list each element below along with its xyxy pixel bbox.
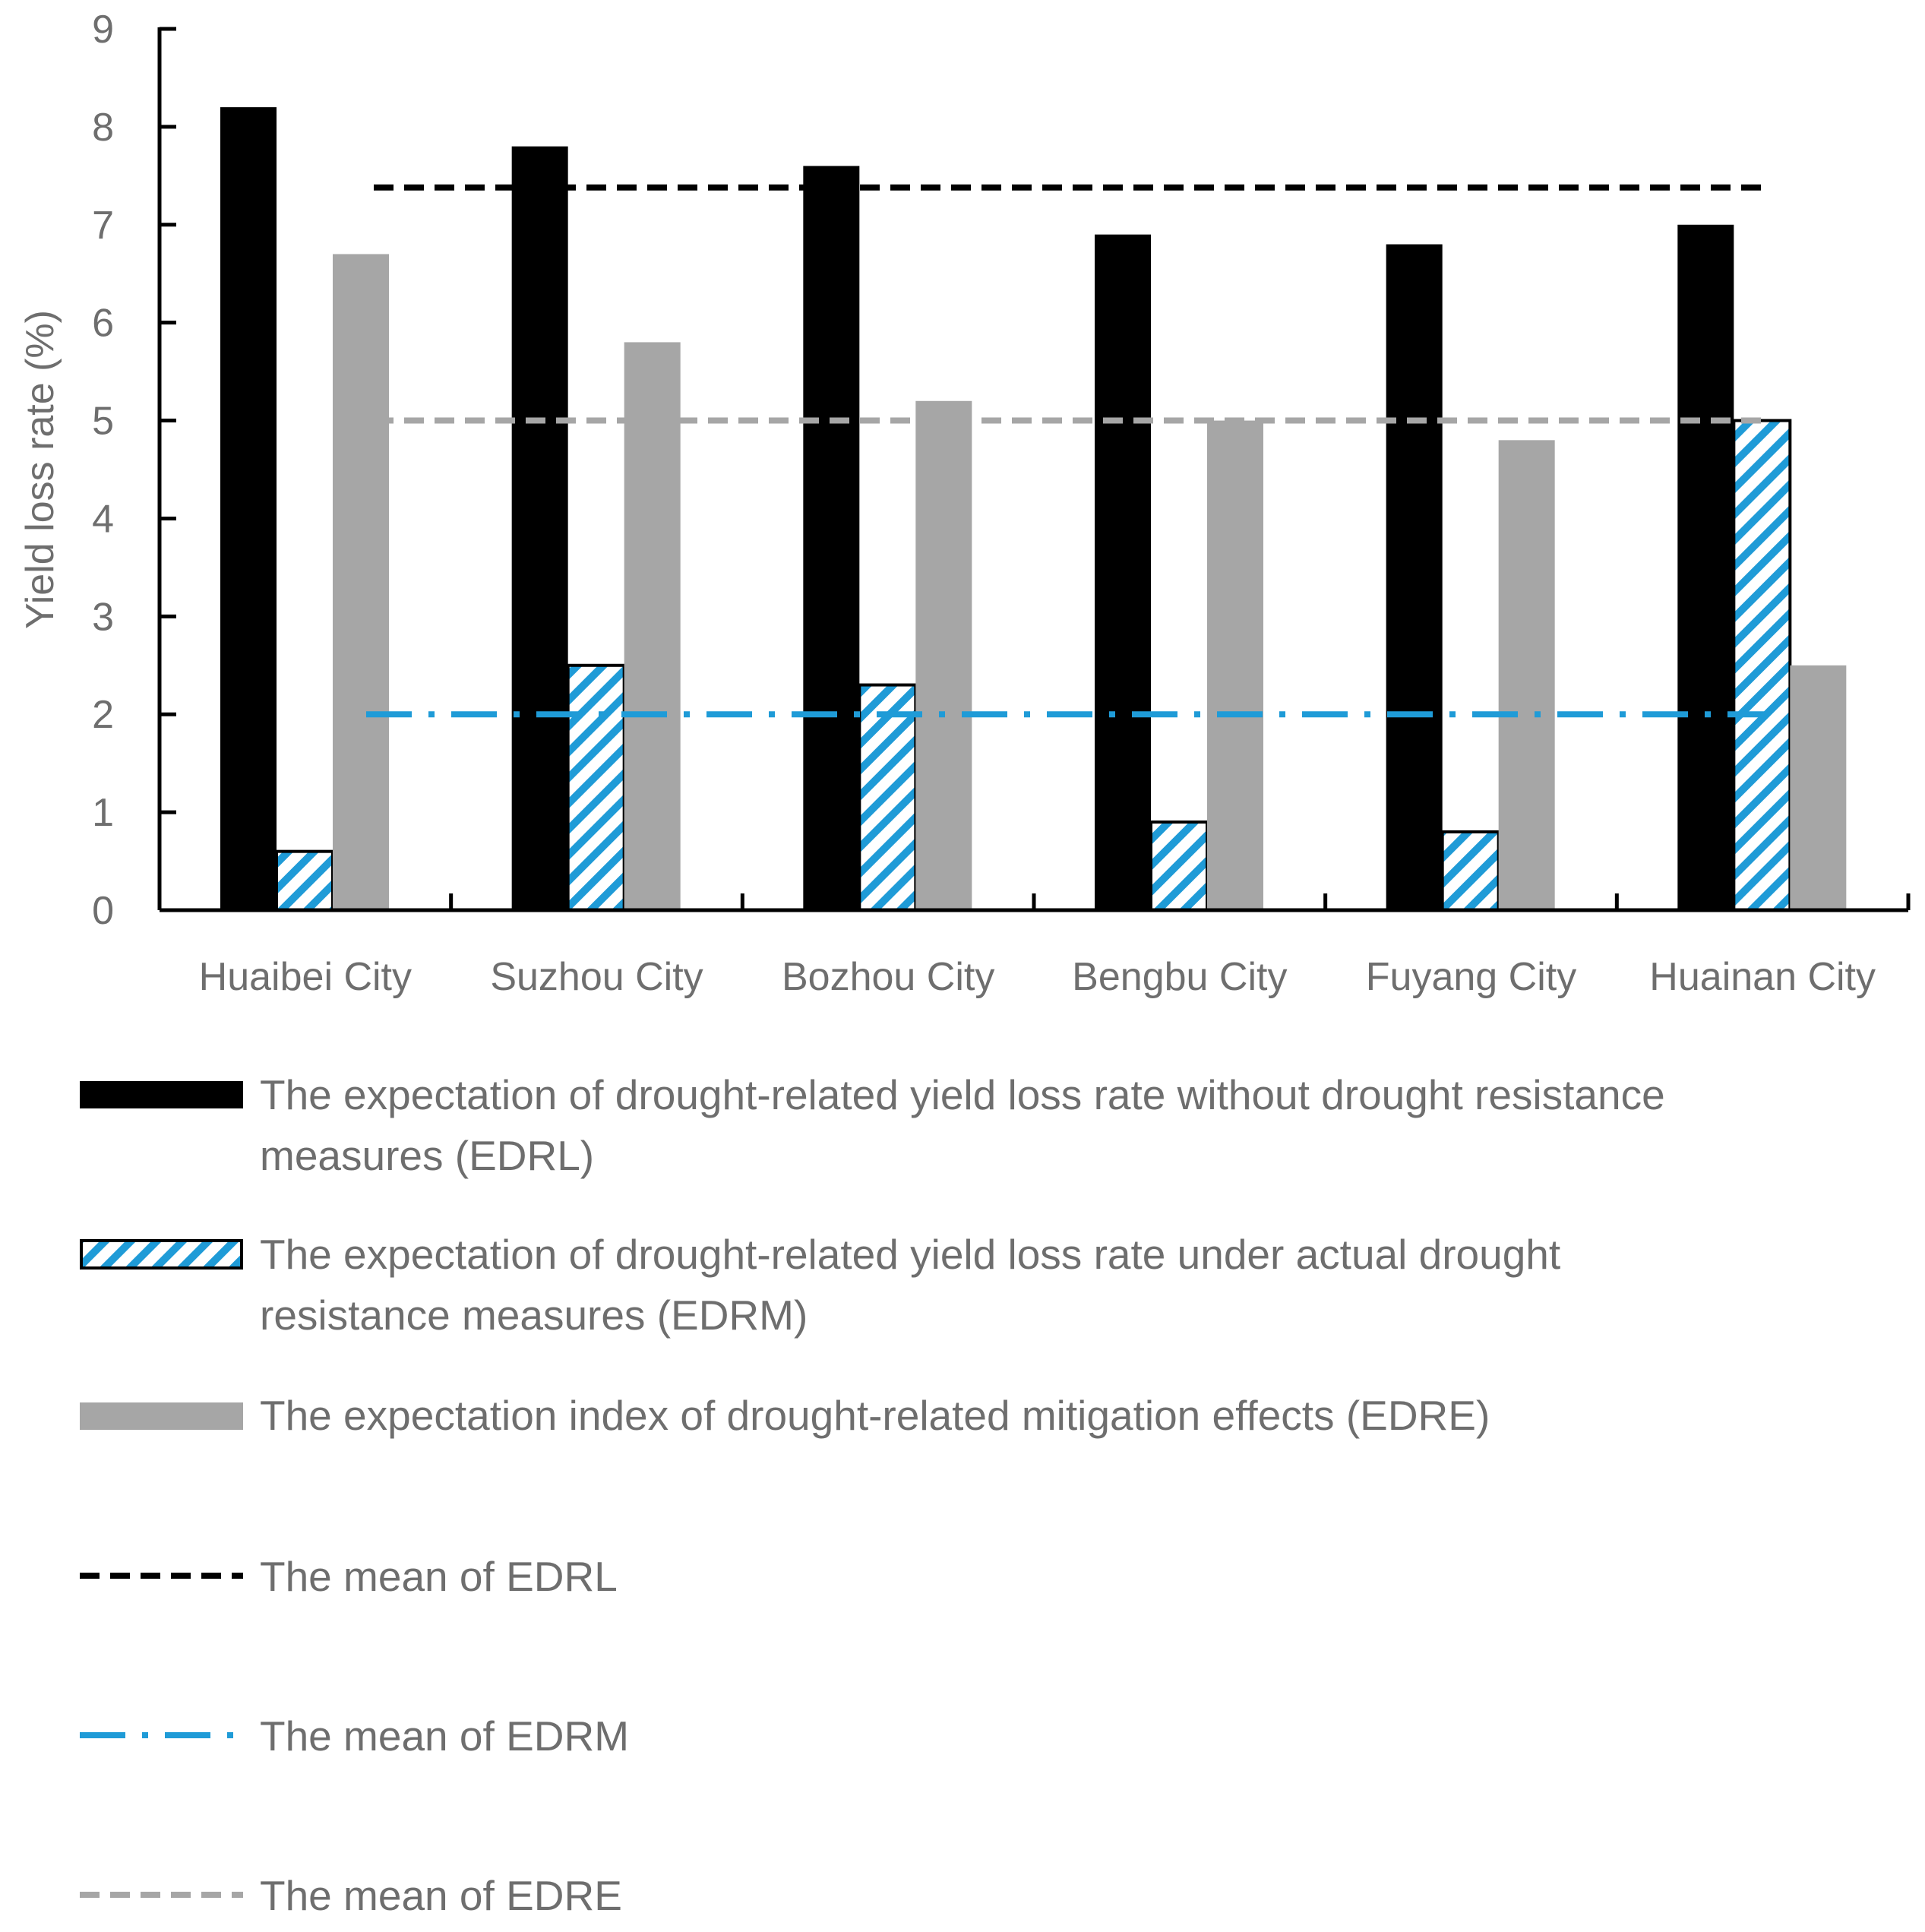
x-tick-label-suzhou-city: Suzhou City bbox=[490, 955, 703, 999]
legend-label-mean-edre: The mean of EDRE bbox=[260, 1872, 622, 1919]
y-tick-label: 7 bbox=[92, 204, 114, 248]
y-tick-label: 1 bbox=[92, 791, 114, 835]
bar-edrl-suzhou-city bbox=[511, 146, 568, 910]
y-tick-label: 0 bbox=[92, 889, 114, 933]
x-tick-label-huaibei-city: Huaibei City bbox=[199, 955, 412, 999]
y-tick-label: 6 bbox=[92, 302, 114, 346]
bar-edrm-huaibei-city bbox=[275, 849, 334, 912]
bar-edrm-suzhou-city bbox=[566, 663, 626, 912]
y-tick-label: 9 bbox=[92, 8, 114, 52]
bar-edrl-huainan-city bbox=[1677, 224, 1734, 910]
y-tick-label: 5 bbox=[92, 400, 114, 444]
bar-edrl-bozhou-city bbox=[803, 166, 860, 910]
mean-lines bbox=[366, 184, 1765, 718]
legend-label-edre: The expectation index of drought-related… bbox=[260, 1392, 1490, 1439]
bar-edrl-huaibei-city bbox=[220, 107, 277, 911]
y-tick-label: 3 bbox=[92, 595, 114, 639]
legend: The expectation of drought-related yield… bbox=[80, 1071, 1665, 1919]
y-axis-title: Yield loss rate (%) bbox=[18, 310, 62, 629]
bar-edre-huaibei-city bbox=[333, 254, 389, 910]
legend-label-edrm: The expectation of drought-related yield… bbox=[260, 1231, 1560, 1278]
bar-edrm-bengbu-city bbox=[1149, 821, 1209, 912]
legend-label-edrl: measures (EDRL) bbox=[260, 1132, 594, 1179]
bar-edre-bengbu-city bbox=[1207, 420, 1263, 910]
bar-edre-suzhou-city bbox=[624, 342, 681, 910]
bar-edrl-bengbu-city bbox=[1095, 234, 1151, 911]
legend-label-mean-edrl: The mean of EDRL bbox=[260, 1553, 618, 1600]
x-tick-label-bengbu-city: Bengbu City bbox=[1072, 955, 1287, 999]
bar-edrl-fuyang-city bbox=[1386, 244, 1443, 910]
bar-edrm-bozhou-city bbox=[858, 683, 918, 912]
legend-label-edrl: The expectation of drought-related yield… bbox=[260, 1071, 1665, 1118]
bar-edrm-huainan-city bbox=[1732, 419, 1792, 912]
y-tick-label: 2 bbox=[92, 693, 114, 737]
legend-label-mean-edrm: The mean of EDRM bbox=[260, 1712, 629, 1760]
x-tick-label-bozhou-city: Bozhou City bbox=[782, 955, 994, 999]
legend-swatch-edrm bbox=[80, 1239, 243, 1270]
axes: 0 1 2 3 4 5 6 7 8 9 Huaibei City Suzhou City Bozhou … bbox=[18, 8, 1911, 999]
bar-edre-fuyang-city bbox=[1498, 440, 1555, 910]
bar-edre-huainan-city bbox=[1790, 665, 1847, 910]
x-tick-label-huainan-city: Huainan City bbox=[1649, 955, 1876, 999]
bar-edrm-fuyang-city bbox=[1440, 830, 1500, 912]
legend-swatch-edrl bbox=[80, 1081, 243, 1108]
legend-swatch-edre bbox=[80, 1402, 243, 1430]
legend-label-edrm: resistance measures (EDRM) bbox=[260, 1292, 808, 1339]
bar-edre-bozhou-city bbox=[915, 400, 972, 910]
y-tick-label: 8 bbox=[92, 106, 114, 150]
y-tick-label: 4 bbox=[92, 497, 114, 541]
plot-area bbox=[220, 107, 1847, 912]
x-tick-label-fuyang-city: Fuyang City bbox=[1366, 955, 1576, 999]
